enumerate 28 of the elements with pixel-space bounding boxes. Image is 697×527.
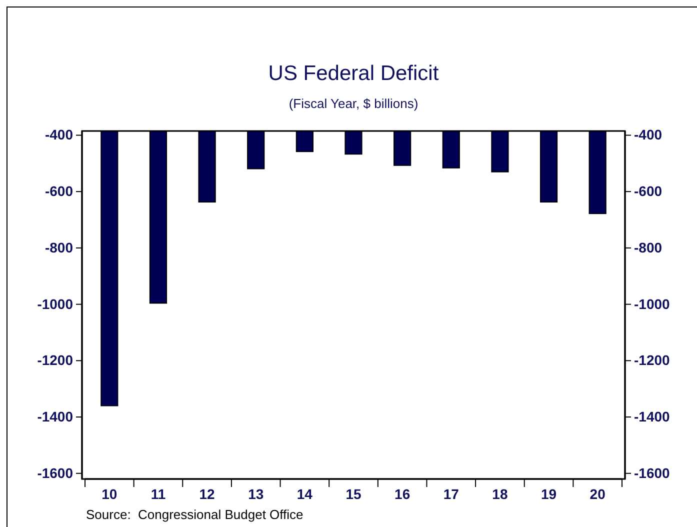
y2-tick-label: -1400 — [634, 408, 670, 424]
x-tick-label: 13 — [248, 486, 264, 502]
chart-subtitle: (Fiscal Year, $ billions) — [288, 96, 418, 111]
y2-tick-label: -1200 — [634, 352, 670, 368]
x-tick-label: 11 — [150, 486, 166, 502]
y2-tick-label: -1600 — [634, 464, 670, 481]
y-tick-label: -1400 — [37, 408, 74, 424]
y-tick-label: -1600 — [37, 464, 74, 481]
y-tick-label: -1000 — [37, 296, 74, 312]
y2-tick-label: -600 — [634, 183, 662, 200]
y2-tick-label: -1000 — [634, 296, 670, 312]
x-tick-label: 16 — [394, 486, 410, 502]
x-tick-label: 12 — [199, 486, 216, 502]
x-tick-label: 17 — [443, 486, 460, 502]
y-tick-label: -800 — [44, 239, 74, 256]
x-tick-label: 14 — [296, 486, 313, 502]
y-tick-label: -400 — [44, 126, 74, 143]
y-tick-label: -1200 — [37, 352, 74, 368]
y2-tick-label: -400 — [634, 126, 662, 143]
x-tick-label: 20 — [590, 486, 606, 502]
source-note: Source: Congressional Budget Office — [86, 507, 304, 522]
y-tick-label: -600 — [44, 183, 74, 200]
x-tick-label: 18 — [492, 486, 508, 502]
x-tick-label: 15 — [346, 486, 362, 502]
chart-title: US Federal Deficit — [268, 62, 439, 85]
x-tick-label: 19 — [540, 486, 557, 502]
x-tick-label: 10 — [102, 486, 118, 502]
y2-tick-label: -800 — [634, 239, 662, 256]
